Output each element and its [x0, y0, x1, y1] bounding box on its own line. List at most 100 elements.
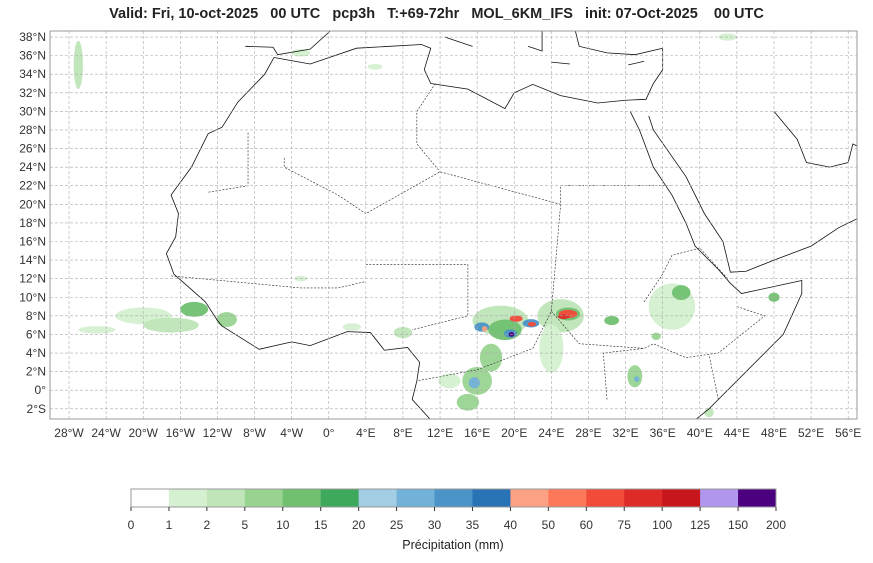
- precip-cell: [78, 326, 116, 334]
- precip-cell: [633, 376, 640, 382]
- lon-tick-label: 32°E: [612, 426, 638, 440]
- precip-cell: [627, 365, 643, 388]
- lat-tick-label: 30°N: [19, 104, 46, 118]
- colorbar-segment: [738, 489, 777, 507]
- lon-tick-label: 28°E: [575, 426, 601, 440]
- country-border: [416, 83, 441, 172]
- lat-tick-label: 22°N: [19, 179, 46, 193]
- colorbar-tick-label: 150: [728, 518, 748, 532]
- country-border: [365, 264, 469, 331]
- precip-cell: [468, 377, 480, 389]
- precip-cell: [488, 319, 522, 341]
- coastline: [528, 31, 543, 52]
- lat-tick-label: 2°N: [26, 365, 46, 379]
- lat-tick-label: 8°N: [26, 309, 46, 323]
- colorbar-segment: [624, 489, 663, 507]
- colorbar-tick-label: 2: [204, 518, 211, 532]
- precip-cell: [509, 315, 523, 322]
- colorbar-tick-label: 0: [128, 518, 135, 532]
- lat-tick-label: 14°N: [19, 253, 46, 267]
- map-title: Valid: Fri, 10-oct-2025 00 UTC pcp3h T:+…: [109, 6, 764, 22]
- lat-tick-label: 32°N: [19, 86, 46, 100]
- lon-tick-label: 40°E: [687, 426, 713, 440]
- lat-tick-label: 0°: [35, 383, 47, 397]
- colorbar-tick-label: 75: [618, 518, 632, 532]
- colorbar-segment: [434, 489, 473, 507]
- colorbar-segment: [586, 489, 625, 507]
- colorbar-segment: [131, 489, 170, 507]
- country-border: [643, 247, 728, 303]
- country-border: [602, 348, 645, 400]
- lon-tick-label: 16°E: [464, 426, 490, 440]
- precip-cell: [342, 323, 362, 331]
- colorbar-tick-label: 35: [466, 518, 480, 532]
- lon-tick-label: 24°W: [91, 426, 121, 440]
- lon-tick-label: 44°E: [724, 426, 750, 440]
- lon-tick-label: 16°W: [166, 426, 196, 440]
- lon-tick-label: 28°W: [54, 426, 84, 440]
- country-border: [416, 204, 561, 382]
- lat-tick-label: 18°N: [19, 216, 46, 230]
- precip-cell: [481, 326, 488, 332]
- lon-tick-label: 56°E: [835, 426, 861, 440]
- lat-tick-label: 24°N: [19, 160, 46, 174]
- lon-tick-label: 4°W: [280, 426, 303, 440]
- colorbar-segment: [662, 489, 701, 507]
- precip-cell: [604, 315, 620, 326]
- precip-cell: [474, 322, 490, 332]
- colorbar-tick-label: 60: [580, 518, 594, 532]
- colorbar-segment: [472, 489, 511, 507]
- precip-cell: [651, 332, 661, 341]
- precip-cell: [671, 285, 691, 301]
- lat-tick-label: 2°S: [27, 402, 46, 416]
- colorbar-segment: [244, 489, 284, 507]
- colorbar-segment: [548, 489, 587, 507]
- lat-tick-label: 6°N: [26, 327, 46, 341]
- colorbar-tick-label: 30: [428, 518, 442, 532]
- lat-tick-label: 16°N: [19, 234, 46, 248]
- colorbar-segment: [168, 489, 208, 507]
- lat-tick-label: 26°N: [19, 142, 46, 156]
- precip-cell: [291, 49, 311, 57]
- precip-cell: [438, 373, 461, 389]
- coastline: [773, 111, 857, 168]
- lon-tick-label: 8°W: [243, 426, 266, 440]
- lat-tick-label: 38°N: [19, 30, 46, 44]
- coastline: [444, 36, 473, 47]
- precip-cell: [73, 40, 83, 90]
- precip-cell: [367, 63, 383, 70]
- colorbar-tick-label: 125: [690, 518, 710, 532]
- colorbar-segment: [396, 489, 436, 507]
- coastline: [551, 61, 570, 65]
- lat-tick-label: 20°N: [19, 197, 46, 211]
- lat-tick-label: 4°N: [26, 346, 46, 360]
- colorbar-segment: [510, 489, 549, 507]
- precip-cell: [479, 343, 503, 372]
- lon-tick-label: 8°E: [393, 426, 412, 440]
- colorbar-tick-label: 40: [504, 518, 518, 532]
- map-frame: [49, 30, 858, 420]
- coastline: [628, 60, 645, 66]
- lon-tick-label: 12°W: [203, 426, 233, 440]
- lon-tick-label: 20°E: [501, 426, 527, 440]
- lon-tick-label: 52°E: [798, 426, 824, 440]
- lat-tick-label: 12°N: [19, 272, 46, 286]
- coastline: [245, 31, 331, 56]
- lat-tick-label: 34°N: [19, 67, 46, 81]
- precip-cell: [180, 301, 209, 317]
- colorbar-tick-label: 15: [314, 518, 328, 532]
- lat-tick-label: 36°N: [19, 49, 46, 63]
- lon-tick-label: 24°E: [538, 426, 564, 440]
- precip-cell: [527, 321, 537, 327]
- colorbar-tick-label: 50: [542, 518, 556, 532]
- country-border: [708, 354, 719, 400]
- coastline: [273, 31, 664, 110]
- coastline: [629, 111, 803, 419]
- colorbar-tick-label: 1: [166, 518, 173, 532]
- coastline: [165, 57, 431, 419]
- colorbar-segment: [282, 489, 322, 507]
- country-border: [208, 132, 249, 193]
- colorbar-tick-label: 20: [352, 518, 366, 532]
- lon-tick-label: 12°E: [427, 426, 453, 440]
